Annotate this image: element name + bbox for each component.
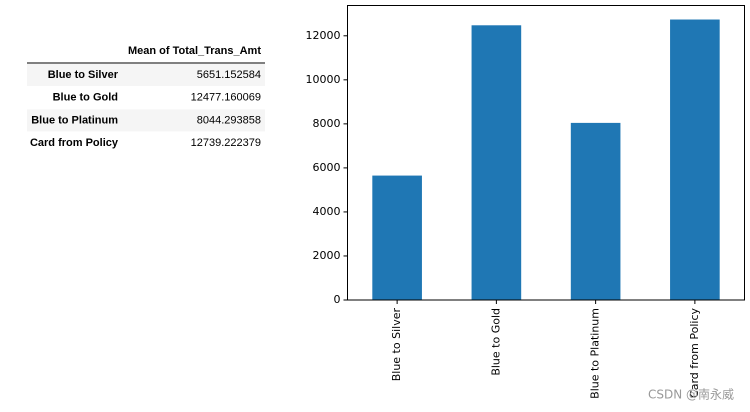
y-tick-label: 0 [334,293,341,306]
watermark: CSDN @南永威 [648,387,734,402]
x-tick-label: Card from Policy [688,308,701,398]
plot-frame [347,5,745,301]
y-tick-label: 12000 [306,29,341,42]
bar [570,122,621,300]
x-tick-label: Blue to Silver [390,308,403,382]
y-tick-label: 10000 [306,73,341,86]
bar [372,175,422,300]
row-bg [27,64,265,86]
bar [670,19,720,301]
row-value: 5651.152584 [197,69,261,81]
x-tick-label: Blue to Platinum [589,308,602,399]
x-tick-label: Blue to Gold [489,308,502,376]
y-tick-label: 4000 [313,205,341,218]
row-value: 8044.293858 [197,114,261,126]
row-label: Blue to Platinum [31,114,118,126]
table-header: Mean of Total_Trans_Amt [128,45,261,57]
table: Mean of Total_Trans_Amt Blue to Silver 56… [27,45,265,149]
y-tick-label: 2000 [313,249,341,262]
row-bg [27,109,265,132]
row-label: Blue to Gold [53,92,118,104]
y-tick-label: 6000 [313,161,341,174]
row-value: 12477.160069 [191,92,261,104]
y-tick-label: 8000 [313,117,341,130]
row-label: Card from Policy [30,137,119,149]
row-value: 12739.222379 [191,137,261,149]
row-label: Blue to Silver [48,69,119,81]
bar [471,25,522,301]
